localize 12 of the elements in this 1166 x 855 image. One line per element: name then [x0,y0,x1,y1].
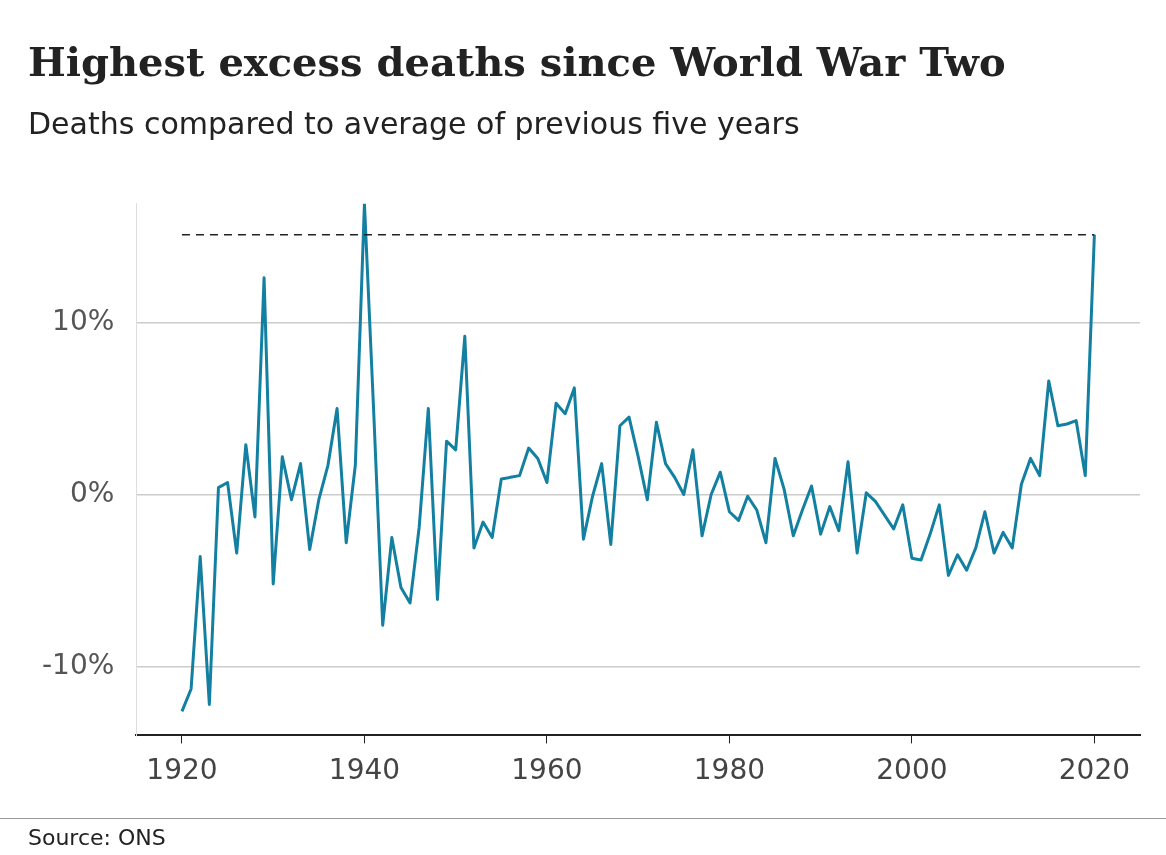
x-tick-label: 1980 [693,753,766,787]
y-tick-label: 10% [52,303,115,337]
x-tick-label: 2020 [1058,753,1131,787]
x-tick-label: 1920 [146,753,218,787]
chart-title: Highest excess deaths since World War Two [28,38,1006,85]
x-tick-label: 2000 [876,753,948,787]
chart-subtitle: Deaths compared to average of previous five years [28,106,800,141]
y-tick-label: -10% [41,647,115,681]
source-note: Source: ONS [0,818,1166,850]
y-tick-label: 0% [69,475,115,509]
x-tick-label: 1940 [328,753,401,787]
x-tick-label: 1960 [511,753,583,787]
